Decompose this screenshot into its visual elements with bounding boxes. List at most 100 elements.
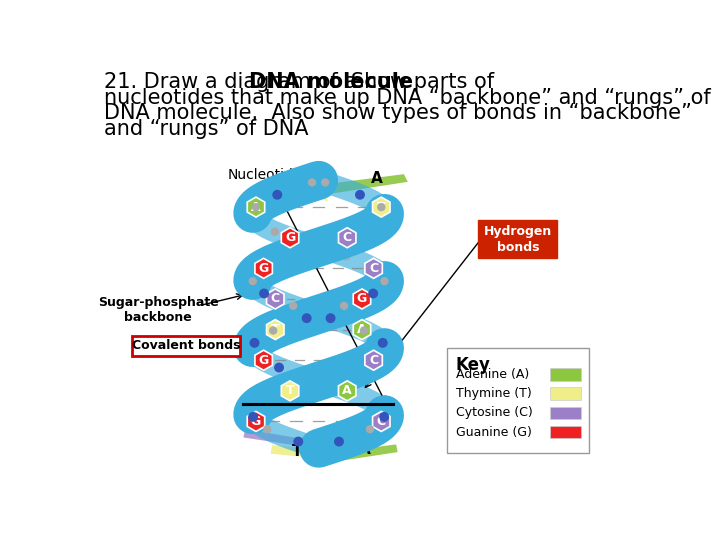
Text: Adenine (A): Adenine (A): [456, 368, 529, 381]
Text: and “rungs” of DNA: and “rungs” of DNA: [104, 119, 308, 139]
Polygon shape: [365, 350, 382, 370]
Text: Sugar-phosphate
backbone: Sugar-phosphate backbone: [98, 296, 219, 323]
Circle shape: [249, 278, 256, 285]
Text: G: G: [285, 231, 295, 244]
Circle shape: [380, 413, 388, 421]
Circle shape: [369, 289, 377, 298]
Text: A: A: [251, 200, 261, 214]
Circle shape: [335, 437, 343, 446]
Circle shape: [305, 240, 313, 248]
Text: A: A: [359, 442, 371, 457]
Text: Thymine (T): Thymine (T): [456, 387, 531, 400]
Text: T: T: [271, 323, 279, 336]
Polygon shape: [354, 320, 371, 340]
Polygon shape: [271, 445, 342, 461]
Circle shape: [370, 265, 379, 273]
Polygon shape: [247, 411, 265, 431]
Circle shape: [253, 204, 259, 211]
Polygon shape: [266, 320, 284, 340]
Circle shape: [354, 363, 362, 372]
Circle shape: [258, 265, 267, 273]
Polygon shape: [305, 182, 328, 202]
Circle shape: [366, 426, 374, 433]
Circle shape: [294, 437, 302, 446]
Circle shape: [270, 327, 276, 334]
Circle shape: [273, 191, 282, 199]
Circle shape: [359, 228, 366, 235]
Polygon shape: [282, 381, 299, 401]
Text: nucleotides that make up DNA “backbone” and “rungs” of: nucleotides that make up DNA “backbone” …: [104, 88, 711, 108]
Text: C: C: [343, 231, 352, 244]
Polygon shape: [372, 197, 390, 217]
Circle shape: [257, 401, 264, 408]
Circle shape: [356, 191, 364, 199]
Polygon shape: [326, 174, 408, 194]
Circle shape: [253, 352, 260, 359]
Polygon shape: [255, 350, 272, 370]
Text: Hydrogen
bonds: Hydrogen bonds: [484, 225, 552, 254]
Text: C: C: [369, 354, 378, 367]
Text: DNA molecule: DNA molecule: [249, 72, 413, 92]
FancyBboxPatch shape: [478, 220, 557, 258]
Text: C: C: [271, 293, 280, 306]
Text: G: G: [357, 293, 367, 306]
Text: A: A: [357, 323, 366, 336]
Circle shape: [302, 314, 311, 322]
Polygon shape: [243, 429, 305, 447]
Text: C: C: [377, 415, 386, 428]
Polygon shape: [354, 289, 371, 309]
Text: A: A: [371, 171, 382, 186]
Circle shape: [343, 253, 350, 260]
Circle shape: [251, 215, 259, 224]
Polygon shape: [266, 289, 284, 309]
Text: 21. Draw a diagram of a: 21. Draw a diagram of a: [104, 72, 364, 92]
Circle shape: [271, 228, 279, 235]
Text: G: G: [258, 262, 269, 275]
Polygon shape: [247, 197, 265, 217]
Text: Guanine (G): Guanine (G): [456, 426, 531, 438]
Circle shape: [374, 401, 381, 408]
Circle shape: [249, 413, 257, 421]
Bar: [550, 368, 581, 381]
Text: Covalent bonds: Covalent bonds: [132, 339, 240, 353]
Circle shape: [324, 240, 333, 248]
Text: C: C: [369, 262, 378, 275]
Circle shape: [311, 376, 318, 383]
Circle shape: [288, 253, 294, 260]
Circle shape: [377, 352, 384, 359]
Polygon shape: [255, 258, 272, 278]
Bar: [550, 407, 581, 419]
Text: T: T: [377, 200, 386, 214]
Circle shape: [320, 376, 326, 383]
Text: .  Show parts of: . Show parts of: [331, 72, 494, 92]
Text: T: T: [286, 384, 294, 397]
Circle shape: [379, 339, 387, 347]
Polygon shape: [330, 444, 397, 462]
Polygon shape: [338, 228, 356, 248]
Circle shape: [251, 339, 258, 347]
Polygon shape: [282, 228, 299, 248]
Text: Cytosine (C): Cytosine (C): [456, 406, 533, 420]
Circle shape: [322, 179, 329, 186]
Text: G: G: [251, 415, 261, 428]
Text: G: G: [258, 354, 269, 367]
Bar: [243, 404, 395, 406]
Circle shape: [378, 215, 387, 224]
Text: A: A: [343, 384, 352, 397]
Polygon shape: [372, 411, 390, 431]
Circle shape: [378, 204, 384, 211]
Circle shape: [275, 363, 283, 372]
Circle shape: [326, 314, 335, 322]
Bar: [550, 426, 581, 438]
Text: Key: Key: [456, 356, 490, 374]
Circle shape: [341, 302, 348, 309]
Circle shape: [264, 426, 271, 433]
Text: DNA molecule.  Also show types of bonds in “backbone”: DNA molecule. Also show types of bonds i…: [104, 103, 692, 123]
Text: T: T: [292, 444, 302, 459]
FancyBboxPatch shape: [446, 348, 589, 453]
Text: Nucleotide: Nucleotide: [228, 168, 302, 182]
Bar: [550, 387, 581, 400]
Circle shape: [381, 278, 388, 285]
Circle shape: [289, 302, 297, 309]
Circle shape: [260, 289, 269, 298]
